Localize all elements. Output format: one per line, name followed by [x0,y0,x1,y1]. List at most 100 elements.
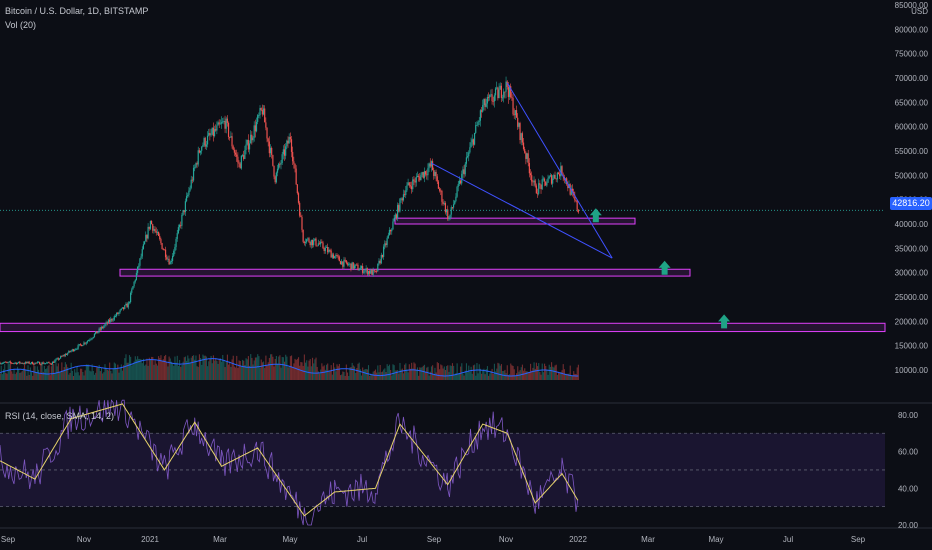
volume-legend[interactable]: Vol (20) [5,20,37,30]
candle-body [391,229,393,232]
time-axis-tick: May [282,535,297,544]
candle-body [413,179,415,182]
volume-bar [378,372,380,380]
candle-body [313,240,315,246]
volume-bar [472,365,474,380]
candle-body [358,269,360,271]
candle-body [494,88,497,96]
volume-bar [575,374,577,380]
candle-body [536,193,539,195]
candle-body [150,220,153,225]
candle-body [380,254,382,264]
candle-body [360,266,363,269]
candle-body [433,170,435,176]
candle-body [445,209,448,213]
volume-bar [265,355,267,380]
price-axis-tick: 55000.00 [895,147,929,156]
volume-bar [198,354,200,380]
volume-bar [92,371,94,380]
symbol-title[interactable]: Bitcoin / U.S. Dollar, 1D, BITSTAMP [5,6,149,16]
candle-body [384,243,386,247]
candle-body [13,363,15,364]
volume-bar [103,372,105,380]
volume-bar [423,364,426,380]
candle-body [552,178,554,184]
candle-body [289,136,291,140]
volume-bar [570,375,572,380]
candle-body [229,136,231,138]
volume-bar [236,355,238,380]
volume-bar [187,355,189,380]
candle-body [512,98,514,115]
candle-body [363,271,365,273]
volume-bar [442,368,444,380]
price-axis-tick: 20000.00 [895,317,929,326]
volume-bar [495,371,497,380]
candle-body [164,249,167,258]
volume-bar [409,368,412,380]
volume-bar [348,375,350,380]
candle-body [44,363,47,364]
volume-bar [15,372,17,380]
candle-body [109,319,111,322]
candle-body [70,350,72,352]
price-axis-tick: 70000.00 [895,74,929,83]
candle-body [246,139,248,145]
candle-body [97,331,99,334]
candle-body [407,182,409,186]
volume-bar [300,361,302,380]
volume-bar [85,364,87,380]
candle-body [553,174,555,179]
candle-body [63,355,65,357]
candle-body [156,232,159,233]
volume-bar [97,367,99,380]
volume-bar [461,363,463,380]
candle-body [497,87,499,99]
volume-bar [4,363,6,380]
candle-body [300,215,302,218]
candle-body [408,182,410,186]
candle-body [244,149,246,160]
volume-bar [159,358,161,380]
candle-body [206,135,209,145]
volume-bar [357,363,359,380]
volume-bar [541,363,543,380]
candle-body [416,175,419,177]
candle-body [227,122,230,137]
volume-bar [364,369,366,380]
candle-body [271,147,273,155]
candle-body [332,254,335,259]
candle-body [471,139,473,143]
candle-body [273,165,275,177]
candle-body [378,260,380,264]
volume-bar [554,365,556,380]
candle-body [27,361,29,363]
volume-bar [432,365,434,380]
volume-bar [416,367,419,380]
volume-bar [376,372,378,380]
rsi-legend[interactable]: RSI (14, close, SMA, 14, 2) [5,411,115,421]
candle-body [16,362,19,365]
volume-bar [278,356,280,380]
candle-body [160,239,162,244]
volume-bar [343,371,345,380]
volume-bar [492,373,494,380]
candle-body [346,263,349,265]
volume-bar [28,374,30,380]
candle-body [455,196,457,202]
candle-body [342,261,344,267]
candle-body [436,176,438,182]
volume-bar [484,374,486,380]
candle-body [5,361,7,363]
candle-body [402,194,405,201]
volume-bar [180,366,182,380]
volume-bar [303,354,305,380]
volume-bar [308,360,310,380]
volume-bar [380,372,382,380]
candle-body [295,168,297,185]
volume-bar [30,372,33,380]
volume-bar [113,362,115,380]
candle-body [576,200,578,210]
volume-bar [78,375,80,380]
